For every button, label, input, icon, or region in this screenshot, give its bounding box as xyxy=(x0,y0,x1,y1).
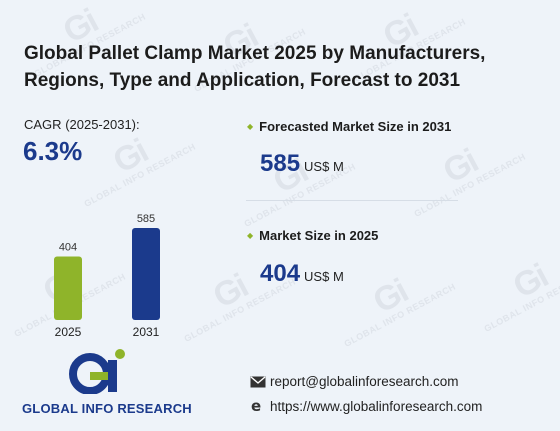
kpi-value-current: 404 US$ M xyxy=(260,260,344,287)
market-size-bar-chart: 404 2025 585 2031 xyxy=(54,213,160,339)
data-label-2031: 585 xyxy=(137,213,155,225)
email-icon xyxy=(250,376,266,391)
contact-email[interactable]: report@globalinforesearch.com xyxy=(250,374,459,391)
kpi-title-current: ◆ Market Size in 2025 xyxy=(247,228,379,243)
kpi-value-forecast: 585 US$ M xyxy=(260,150,344,177)
contact-website[interactable]: e https://www.globalinforesearch.com xyxy=(250,397,483,416)
tick-label-2031: 2031 xyxy=(133,325,160,339)
company-logo: GLOBAL INFO RESEARCH xyxy=(22,348,192,416)
bullet-icon: ◆ xyxy=(247,231,254,240)
globe-icon: e xyxy=(250,397,266,416)
svg-text:e: e xyxy=(251,398,261,413)
data-label-2025: 404 xyxy=(59,241,77,253)
page-title: Global Pallet Clamp Market 2025 by Manuf… xyxy=(24,43,486,91)
bar-2025 xyxy=(54,256,82,320)
cagr-label: CAGR (2025-2031): xyxy=(24,117,140,132)
bar-2031 xyxy=(132,228,160,320)
kpi-title-forecast: ◆ Forecasted Market Size in 2031 xyxy=(247,119,452,134)
cagr-value: 6.3% xyxy=(23,136,83,166)
bullet-icon: ◆ xyxy=(247,122,254,131)
tick-label-2025: 2025 xyxy=(55,325,82,339)
divider xyxy=(246,200,458,201)
logo-text: GLOBAL INFO RESEARCH xyxy=(22,401,192,416)
gi-logo-icon xyxy=(69,349,125,395)
